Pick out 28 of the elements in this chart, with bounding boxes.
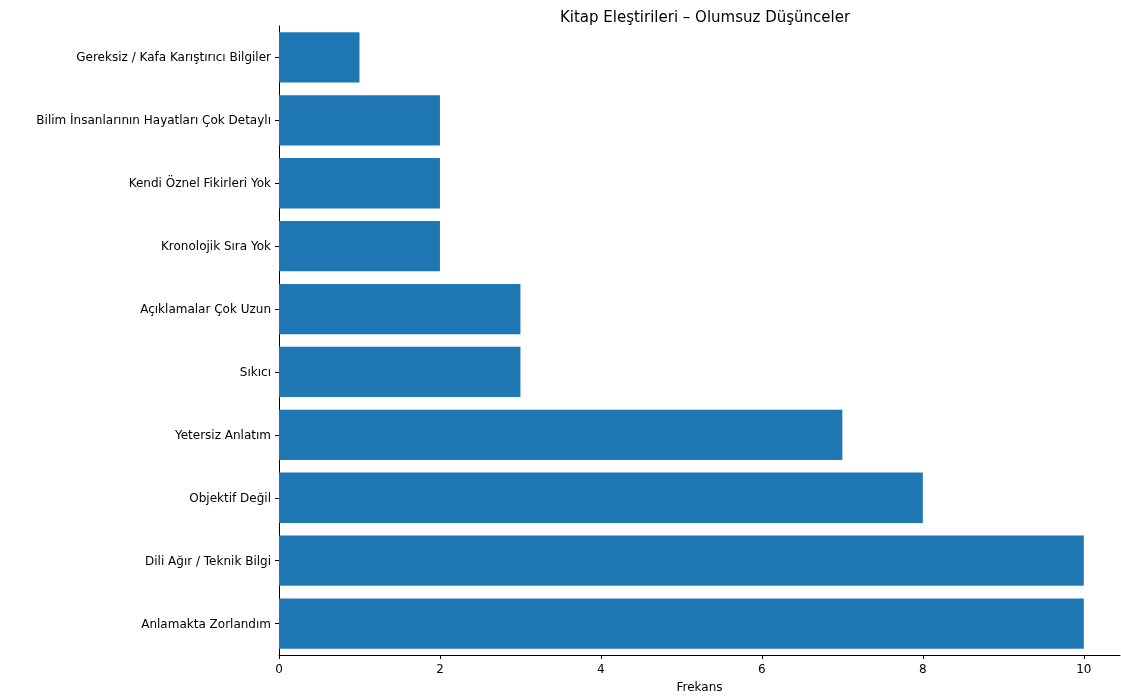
y-tick-label: Gereksiz / Kafa Karıştırıcı Bilgiler xyxy=(76,50,272,65)
y-tick-label: Kronolojik Sıra Yok xyxy=(160,239,272,254)
y-tick-label: Dili Ağır / Teknik Bilgi xyxy=(145,553,271,568)
bar xyxy=(279,346,521,398)
bar xyxy=(279,472,923,523)
bar xyxy=(279,95,440,146)
y-tick-label: Sıkıcı xyxy=(239,364,271,379)
bar xyxy=(279,220,440,272)
y-tick-label: Kendi Öznel Fikirleri Yok xyxy=(128,174,272,191)
bar xyxy=(279,535,1084,586)
x-tick-label: 6 xyxy=(758,662,766,676)
x-tick-label: 4 xyxy=(597,662,605,676)
x-tick-label: 0 xyxy=(275,662,283,676)
bar xyxy=(279,158,440,209)
y-tick-label: Bilim İnsanlarının Hayatları Çok Detaylı xyxy=(36,112,271,128)
bar xyxy=(279,32,360,83)
bar xyxy=(279,409,843,461)
x-tick-label: 10 xyxy=(1076,662,1092,676)
y-tick-label: Yetersiz Anlatım xyxy=(173,427,271,442)
bar xyxy=(279,283,521,335)
y-tick-label: Objektif Değil xyxy=(189,490,271,505)
x-axis-title: Frekans xyxy=(676,680,723,694)
chart-title: Kitap Eleştirileri – Olumsuz Düşünceler xyxy=(559,7,851,26)
y-tick-label: Açıklamalar Çok Uzun xyxy=(140,302,271,317)
x-tick-label: 8 xyxy=(919,662,927,676)
bar xyxy=(279,598,1084,649)
y-tick-label: Anlamakta Zorlandım xyxy=(141,616,271,631)
x-tick-label: 2 xyxy=(436,662,444,676)
